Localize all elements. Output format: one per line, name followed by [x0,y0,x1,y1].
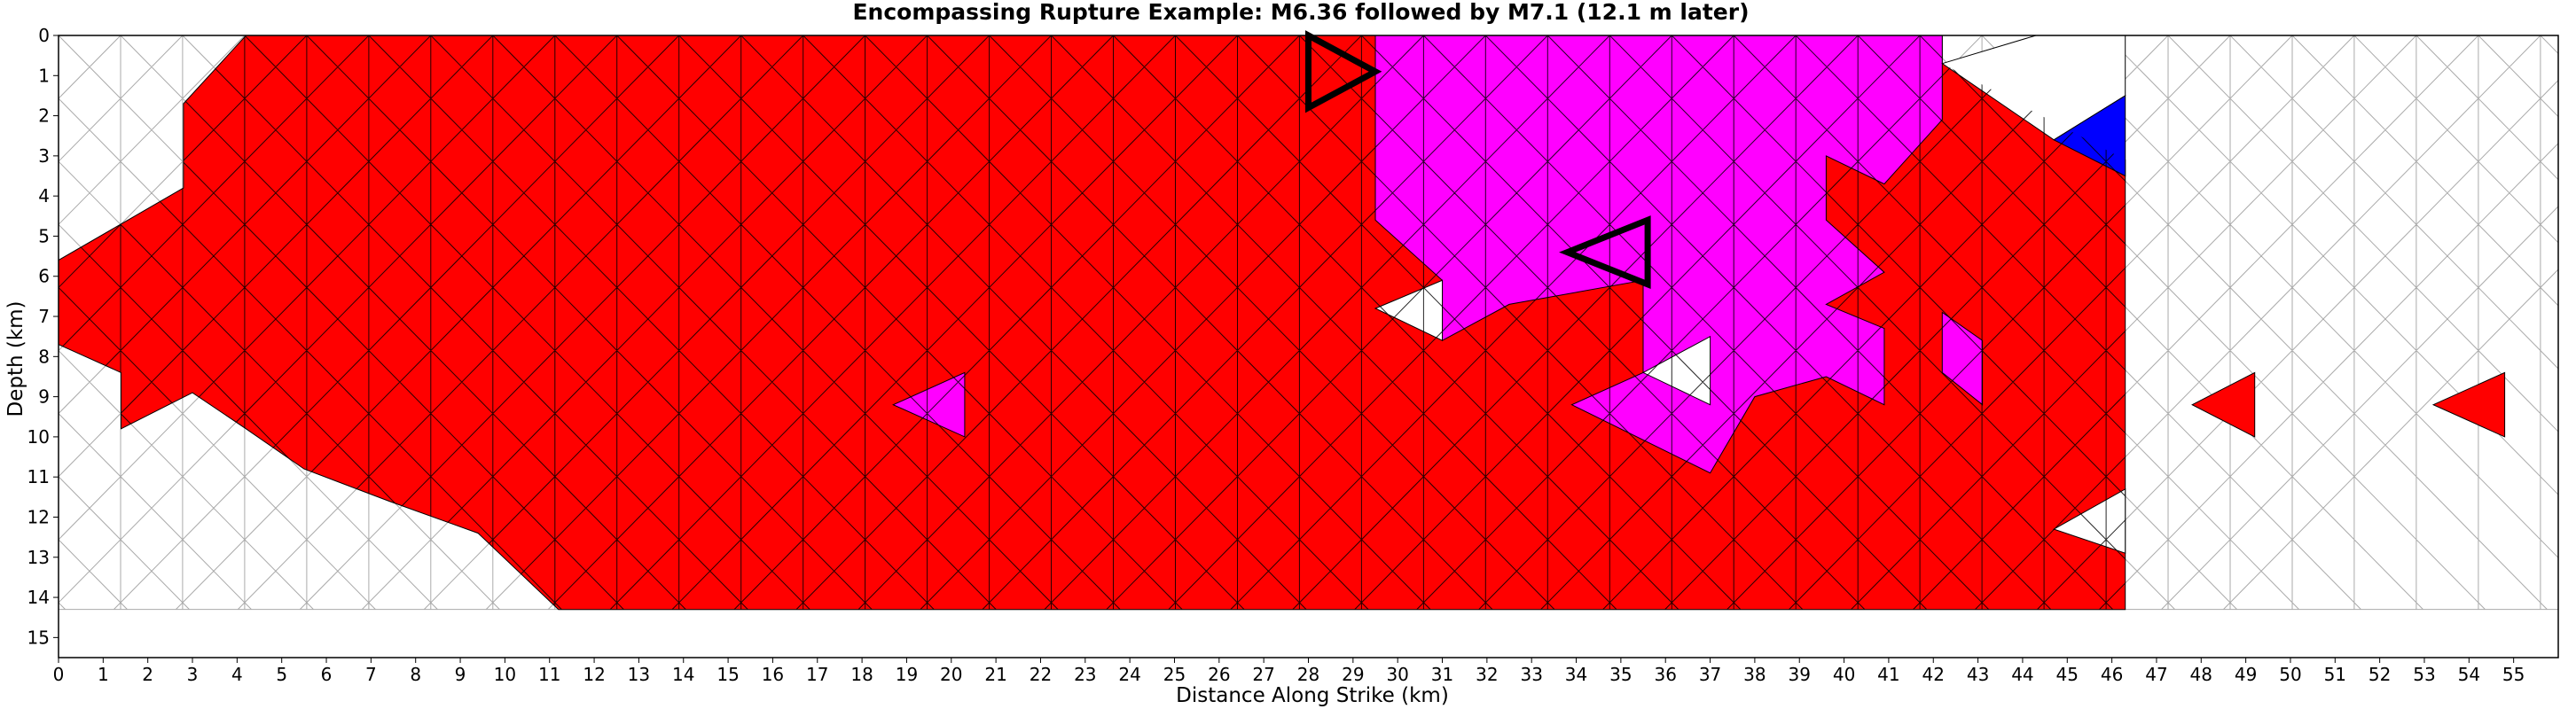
x-tick-label: 2 [142,664,153,685]
x-tick-label: 27 [1252,664,1274,685]
x-tick-label: 3 [187,664,199,685]
y-tick-label: 14 [27,587,50,608]
x-tick-label: 10 [494,664,516,685]
y-tick-label: 5 [38,225,50,246]
x-tick-label: 48 [2190,664,2212,685]
x-axis-label: Distance Along Strike (km) [1176,684,1449,707]
y-tick-label: 13 [27,547,50,568]
x-tick-label: 12 [583,664,605,685]
x-tick-label: 51 [2324,664,2346,685]
x-tick-label: 16 [762,664,784,685]
x-tick-label: 50 [2279,664,2301,685]
x-tick-label: 37 [1699,664,1721,685]
x-tick-label: 7 [365,664,377,685]
x-tick-label: 4 [231,664,243,685]
x-tick-label: 44 [2011,664,2033,685]
y-tick-label: 7 [38,306,50,327]
x-tick-label: 20 [940,664,962,685]
x-tick-label: 34 [1565,664,1587,685]
hypocenter-marker [1559,215,1651,289]
second-event-region [1374,35,1943,474]
x-tick-label: 36 [1654,664,1676,685]
hypocenter-marker [1305,30,1382,113]
first-event-patch [2431,371,2506,438]
x-tick-label: 24 [1118,664,1140,685]
x-tick-label: 28 [1297,664,1319,685]
x-tick-label: 11 [538,664,560,685]
rupture-fill [58,35,2506,611]
x-tick-label: 0 [53,664,65,685]
chart-title: Encompassing Rupture Example: M6.36 foll… [852,0,1749,25]
x-tick-label: 13 [628,664,650,685]
unruptured-patch [2052,487,2126,554]
x-tick-label: 21 [984,664,1006,685]
x-tick-label: 46 [2101,664,2123,685]
x-tick-label: 19 [896,664,918,685]
y-tick-label: 8 [38,346,50,367]
x-tick-label: 8 [410,664,421,685]
x-tick-label: 39 [1789,664,1811,685]
x-tick-label: 53 [2413,664,2435,685]
x-tick-label: 9 [455,664,466,685]
second-event-patch [892,371,966,438]
x-tick-label: 43 [1967,664,1989,685]
rupture-mesh-lines [59,35,2126,610]
x-tick-label: 32 [1476,664,1498,685]
x-tick-label: 29 [1342,664,1364,685]
unruptured-patch [1941,35,2126,141]
x-axis-ticks: 0 1 2 3 4 5 6 7 8 9 10 11 12 13 14 15 16 17 18 19 20 21 22 23 24… [53,658,2525,685]
y-tick-label: 3 [38,145,50,167]
x-tick-label: 35 [1609,664,1632,685]
x-tick-label: 26 [1208,664,1230,685]
x-tick-label: 18 [850,664,873,685]
x-tick-label: 47 [2145,664,2167,685]
x-tick-label: 25 [1163,664,1186,685]
x-tick-label: 15 [716,664,739,685]
x-tick-label: 6 [321,664,333,685]
y-tick-label: 4 [38,185,50,206]
other-event-patch [2053,95,2126,177]
y-tick-label: 15 [27,627,50,648]
y-tick-label: 6 [38,266,50,287]
x-tick-label: 1 [98,664,109,685]
x-tick-label: 52 [2369,664,2391,685]
x-tick-label: 22 [1030,664,1052,685]
y-axis-label: Depth (km) [4,300,27,417]
unruptured-patch [1374,279,1443,341]
x-tick-label: 42 [1922,664,1945,685]
y-tick-label: 12 [27,506,50,527]
hypocenter-markers [1305,30,1651,289]
x-tick-label: 31 [1431,664,1453,685]
x-tick-label: 49 [2235,664,2257,685]
x-tick-label: 54 [2458,664,2480,685]
x-tick-label: 40 [1833,664,1855,685]
x-tick-label: 41 [1877,664,1899,685]
y-tick-label: 1 [38,65,50,86]
unruptured-patch [1641,335,1711,406]
x-tick-label: 14 [672,664,694,685]
y-tick-label: 9 [38,386,50,408]
x-tick-label: 33 [1520,664,1542,685]
x-tick-label: 23 [1074,664,1096,685]
y-tick-label: 11 [27,466,50,487]
y-tick-label: 10 [27,426,50,448]
x-tick-label: 5 [276,664,287,685]
x-tick-label: 17 [806,664,828,685]
x-tick-label: 38 [1743,664,1766,685]
first-event-patch [2191,371,2256,438]
y-tick-label: 0 [38,25,50,46]
y-tick-label: 2 [38,105,50,127]
x-tick-label: 55 [2502,664,2525,685]
x-tick-label: 45 [2056,664,2079,685]
x-tick-label: 30 [1386,664,1408,685]
